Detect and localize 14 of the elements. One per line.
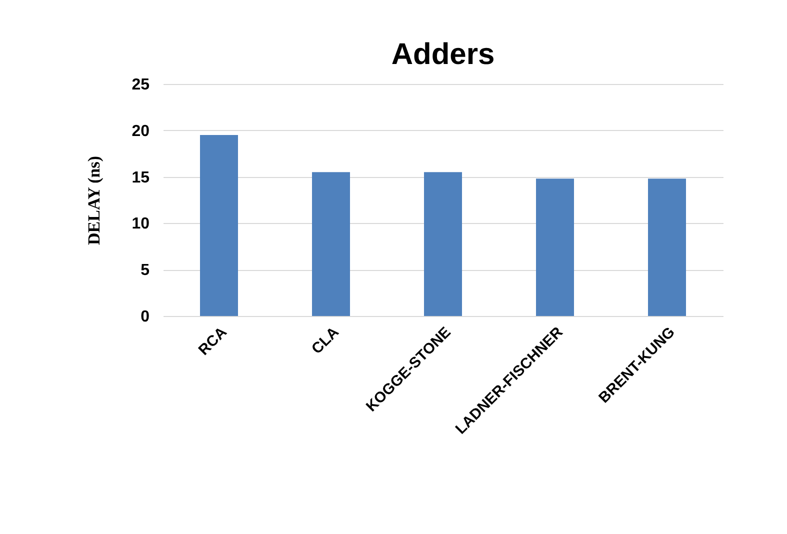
bar (648, 178, 686, 316)
y-axis-title: DELAY (ns) (84, 156, 104, 245)
bar (536, 178, 574, 316)
chart-title: Adders (391, 38, 495, 71)
bar (312, 172, 350, 316)
y-tick-label: 0 (140, 308, 150, 326)
y-tick-label: 5 (140, 262, 150, 280)
y-tick-label: 10 (132, 216, 150, 233)
x-tick-label: CLA (308, 324, 342, 358)
y-tick-label: 25 (132, 76, 150, 94)
y-tick-label: 20 (132, 122, 150, 140)
bar (200, 135, 238, 316)
y-tick-label: 15 (132, 169, 150, 186)
bar (424, 172, 462, 316)
